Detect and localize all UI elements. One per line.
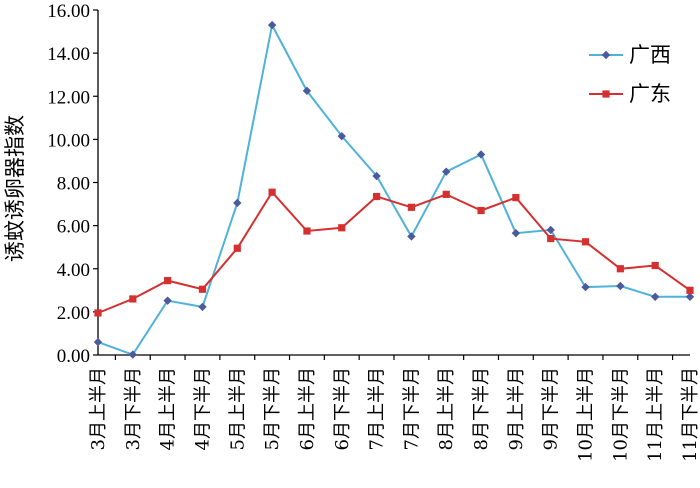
data-point [198, 285, 207, 293]
x-tick-label: 10月上半月 [576, 367, 597, 462]
data-point [616, 281, 625, 291]
data-point [94, 309, 102, 317]
x-tick-labels: 3月上半月 3月下半月 4月上半月 4月下半月 5月上半月 5月下半月 6月上半月 6月下半月… [88, 367, 700, 462]
y-tick-label: 6.00 [57, 217, 90, 238]
data-point [476, 150, 486, 159]
data-point [685, 292, 695, 301]
data-point [163, 296, 172, 305]
axes [93, 9, 690, 360]
data-point [337, 131, 346, 141]
data-point [267, 20, 277, 30]
data-point [128, 350, 138, 359]
y-axis-label: 诱蚊诱卵器指数 [3, 115, 27, 262]
data-point [233, 244, 241, 252]
legend-label: 广东 [629, 82, 671, 106]
x-tick-label: 8月上半月 [436, 367, 457, 450]
data-point [442, 190, 450, 198]
data-point [650, 292, 660, 301]
y-tick-label: 0.00 [57, 346, 90, 367]
data-point [302, 86, 312, 96]
data-point [164, 277, 172, 285]
x-tick-label: 4月下半月 [192, 367, 213, 450]
data-point [372, 192, 381, 201]
series-line-0 [97, 22, 690, 356]
data-point [651, 261, 659, 270]
data-point [512, 193, 520, 202]
data-point [372, 171, 381, 181]
data-point [477, 206, 485, 215]
y-tick-label: 14.00 [47, 44, 90, 65]
x-tick-label: 8月下半月 [471, 367, 492, 450]
data-point [198, 302, 207, 312]
x-tick-label: 7月下半月 [401, 367, 422, 450]
series-markers [93, 20, 695, 359]
x-tick-label: 11月下半月 [680, 367, 700, 462]
x-tick-label: 11月上半月 [645, 367, 666, 462]
data-point [93, 337, 103, 347]
legend-marker [602, 90, 610, 98]
y-tick-label: 10.00 [47, 130, 90, 151]
x-tick-label: 7月上半月 [367, 367, 388, 450]
data-point [268, 188, 276, 196]
data-point [338, 224, 346, 232]
y-tick-label: 2.00 [57, 303, 90, 324]
series-line-1 [97, 190, 691, 314]
data-point [407, 232, 416, 241]
data-point [303, 227, 311, 235]
x-tick-label: 5月下半月 [262, 367, 283, 450]
legend-marker [601, 50, 611, 60]
x-tick-label: 3月上半月 [88, 367, 109, 450]
y-tick-labels: 0.00 2.00 4.00 6.00 8.00 10.00 12.00 14.00 16.00 [47, 1, 90, 367]
x-tick-label: 6月上半月 [297, 367, 318, 450]
x-tick-label: 6月下半月 [332, 367, 353, 450]
legend-label: 广西 [629, 43, 671, 67]
data-point [129, 295, 137, 303]
data-point [686, 286, 694, 294]
x-tick-label: 5月上半月 [227, 367, 248, 450]
x-tick-label: 9月上半月 [506, 367, 527, 450]
data-point [581, 282, 590, 292]
y-tick-label: 12.00 [47, 87, 90, 108]
series-lines [97, 22, 691, 356]
data-point [233, 198, 242, 208]
y-tick-label: 16.00 [47, 1, 90, 22]
x-tick-label: 3月下半月 [123, 367, 144, 450]
data-point [581, 238, 590, 246]
data-point [546, 225, 555, 235]
y-tick-label: 4.00 [57, 260, 90, 281]
x-tick-label: 9月下半月 [541, 367, 562, 450]
data-point [511, 228, 521, 238]
y-tick-label: 8.00 [57, 174, 90, 195]
x-tick-label: 4月上半月 [158, 367, 179, 450]
data-point [407, 203, 416, 211]
data-point [616, 265, 624, 273]
data-point [547, 234, 555, 243]
x-tick-label: 10月下半月 [610, 367, 631, 462]
data-point [442, 167, 451, 176]
